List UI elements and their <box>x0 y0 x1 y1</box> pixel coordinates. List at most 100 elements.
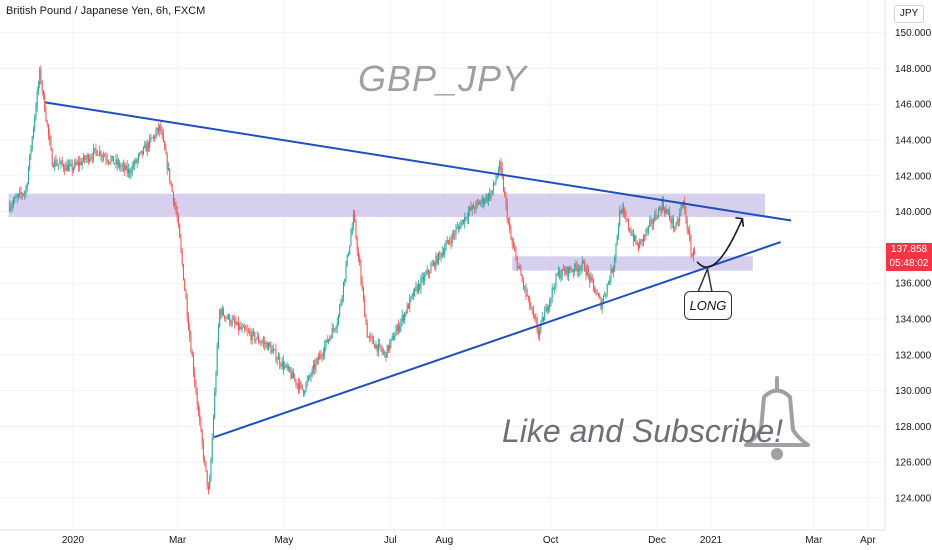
candle-body <box>34 117 36 129</box>
candle-body <box>682 201 684 204</box>
candle-body <box>582 261 584 263</box>
bell-icon <box>744 376 810 460</box>
upper-resistance-line[interactable] <box>44 101 792 222</box>
candle-body <box>19 191 21 195</box>
candle-body <box>115 159 117 164</box>
candle-body <box>80 161 82 165</box>
candle-body <box>76 162 78 165</box>
candle-body <box>151 137 153 139</box>
candle-body <box>374 344 376 349</box>
candle-body <box>166 153 168 170</box>
candle-body <box>74 162 76 169</box>
candle-body <box>89 158 91 162</box>
candle-body <box>650 219 652 222</box>
time-tick-label: 2020 <box>62 535 85 546</box>
candle-body <box>95 148 97 151</box>
candle-body <box>550 297 552 301</box>
candle-body <box>144 145 146 148</box>
currency-button[interactable]: JPY <box>894 5 924 23</box>
candle-body <box>667 212 669 214</box>
candle-body <box>561 268 563 276</box>
candle-body <box>199 411 201 421</box>
upper-supply-zone[interactable] <box>8 193 766 217</box>
candle-body <box>340 301 342 306</box>
candle-body <box>52 166 54 168</box>
candle-body <box>122 164 124 167</box>
candle-body <box>237 321 239 330</box>
symbol-legend[interactable]: British Pound / Japanese Yen, 6h, FXCM <box>6 5 206 17</box>
candle-body <box>356 237 358 251</box>
candle-body <box>615 243 617 258</box>
candle-body <box>565 267 567 274</box>
candle-body <box>375 344 377 349</box>
candle-body <box>299 382 301 390</box>
candle-body <box>297 383 299 390</box>
price-tick-label: 134.000 <box>895 315 932 326</box>
time-axis[interactable]: 2020 Mar May Jul Aug Oct Dec 2021 Mar Apr <box>62 535 876 546</box>
candle-body <box>116 159 118 165</box>
candle-body <box>669 212 671 219</box>
time-tick-label: May <box>274 535 293 546</box>
candle-body <box>100 151 102 157</box>
candle-body <box>304 391 306 394</box>
price-tick-label: 140.000 <box>895 207 932 218</box>
candle-body <box>425 273 427 276</box>
candle-body <box>472 205 474 209</box>
time-tick-label: Oct <box>543 535 559 546</box>
candle-body <box>465 216 467 219</box>
candle-body <box>531 309 533 310</box>
candle-body <box>141 150 143 155</box>
candle-body <box>60 160 62 163</box>
candle-body <box>621 208 623 214</box>
candle-body <box>609 280 611 282</box>
lower-support-line[interactable] <box>213 241 782 439</box>
candle-body <box>454 234 456 236</box>
candle-body <box>155 132 157 138</box>
candle-body <box>50 140 52 150</box>
candle-body <box>384 352 386 354</box>
trendlines[interactable] <box>44 101 792 439</box>
candle-body <box>352 214 354 227</box>
candle-body <box>35 107 37 118</box>
candle-body <box>610 268 612 281</box>
candle-body <box>382 352 384 353</box>
candle-body <box>577 269 579 272</box>
candle-body <box>129 169 131 174</box>
candle-body <box>207 486 209 490</box>
candle-body <box>20 191 22 194</box>
candle-body <box>219 309 221 327</box>
candle-body <box>419 284 421 289</box>
candle-body <box>17 194 19 197</box>
candle-body <box>176 211 178 218</box>
projected-path-arrow <box>696 218 744 268</box>
candle-body <box>25 189 27 192</box>
candle-body <box>59 162 61 164</box>
candle-body <box>451 233 453 244</box>
candle-body <box>26 183 28 190</box>
candle-body <box>32 128 34 137</box>
candle-body <box>572 270 574 272</box>
candle-body <box>515 251 517 257</box>
candle-body <box>464 216 466 224</box>
candle-body <box>466 218 468 219</box>
candle-body <box>456 226 458 229</box>
price-tick-label: 124.000 <box>895 494 932 505</box>
candle-body <box>602 296 604 303</box>
candle-body <box>641 239 643 242</box>
candle-body <box>475 202 477 210</box>
candle-body <box>486 196 488 201</box>
candle-body <box>311 368 313 376</box>
lower-demand-zone[interactable] <box>512 256 753 271</box>
candle-body <box>27 168 29 184</box>
candle-body <box>31 136 33 150</box>
candle-body <box>690 239 692 255</box>
candle-body <box>499 161 501 172</box>
candle-body <box>157 127 159 131</box>
candle-body <box>589 274 591 282</box>
candle-body <box>435 256 437 268</box>
candle-body <box>460 223 462 229</box>
candle-body <box>537 330 539 336</box>
candle-body <box>322 353 324 356</box>
candle-body <box>309 376 311 377</box>
